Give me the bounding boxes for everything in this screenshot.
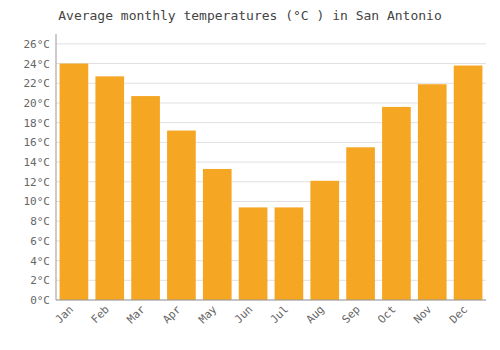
y-tick-label: 18°C [24, 117, 51, 130]
y-tick-label: 26°C [24, 38, 51, 51]
x-axis-line [56, 300, 486, 301]
x-tick-label: Jun [232, 303, 255, 326]
x-axis: Jan Feb Mar Apr May Jun Jul Aug Sep Oct Nov Dec [53, 300, 486, 326]
y-tick-label: 4°C [30, 255, 50, 268]
x-tick-label: May [196, 303, 220, 327]
title: Average monthly temperatures (°C ) in Sa… [58, 8, 442, 23]
page: {"chart_data": {"type": "bar", "title": … [0, 0, 500, 350]
grid-line [56, 63, 486, 64]
bar [454, 66, 483, 300]
bar [275, 207, 304, 300]
y-tick-label: 0°C [30, 294, 50, 307]
x-tick-label: Mar [124, 303, 148, 327]
y-axis: 0°C 2°C 4°C 6°C 8°C 10°C 12°C 14°C 16°C 18°C 20°C 2… [24, 34, 57, 307]
bar [382, 107, 411, 300]
y-tick-label: 20°C [24, 97, 51, 110]
grid-line [56, 43, 486, 44]
bar [239, 207, 268, 300]
bar [418, 84, 447, 300]
x-tick-label: Dec [447, 303, 470, 326]
bar [131, 96, 160, 300]
bars [60, 64, 483, 300]
y-tick-label: 2°C [30, 274, 50, 287]
y-tick-label: 14°C [24, 156, 51, 169]
y-tick-label: 8°C [30, 215, 50, 228]
bar [60, 64, 89, 300]
y-tick-label: 10°C [24, 195, 51, 208]
bar [310, 181, 339, 300]
bar [167, 131, 196, 300]
x-tick-label: Sep [339, 303, 362, 326]
x-tick-label: Jul [268, 303, 291, 326]
chart: Average monthly temperatures (°C ) in Sa… [0, 0, 500, 350]
y-tick-label: 24°C [24, 58, 51, 71]
y-tick-label: 22°C [24, 77, 51, 90]
bar [95, 76, 124, 300]
grid-line [56, 300, 486, 301]
x-tick-label: Feb [89, 303, 112, 326]
grid [56, 44, 486, 300]
x-tick-label: Nov [411, 303, 435, 327]
bar [346, 147, 375, 300]
x-tick-label: Jan [53, 303, 76, 326]
y-tick-label: 6°C [30, 235, 50, 248]
x-tick-label: Aug [304, 303, 327, 326]
y-tick-label: 16°C [24, 136, 51, 149]
bar [203, 169, 232, 300]
x-tick-label: Apr [160, 303, 184, 327]
y-tick-label: 12°C [24, 176, 51, 189]
y-axis-line [56, 34, 57, 300]
x-tick-label: Oct [375, 303, 398, 326]
